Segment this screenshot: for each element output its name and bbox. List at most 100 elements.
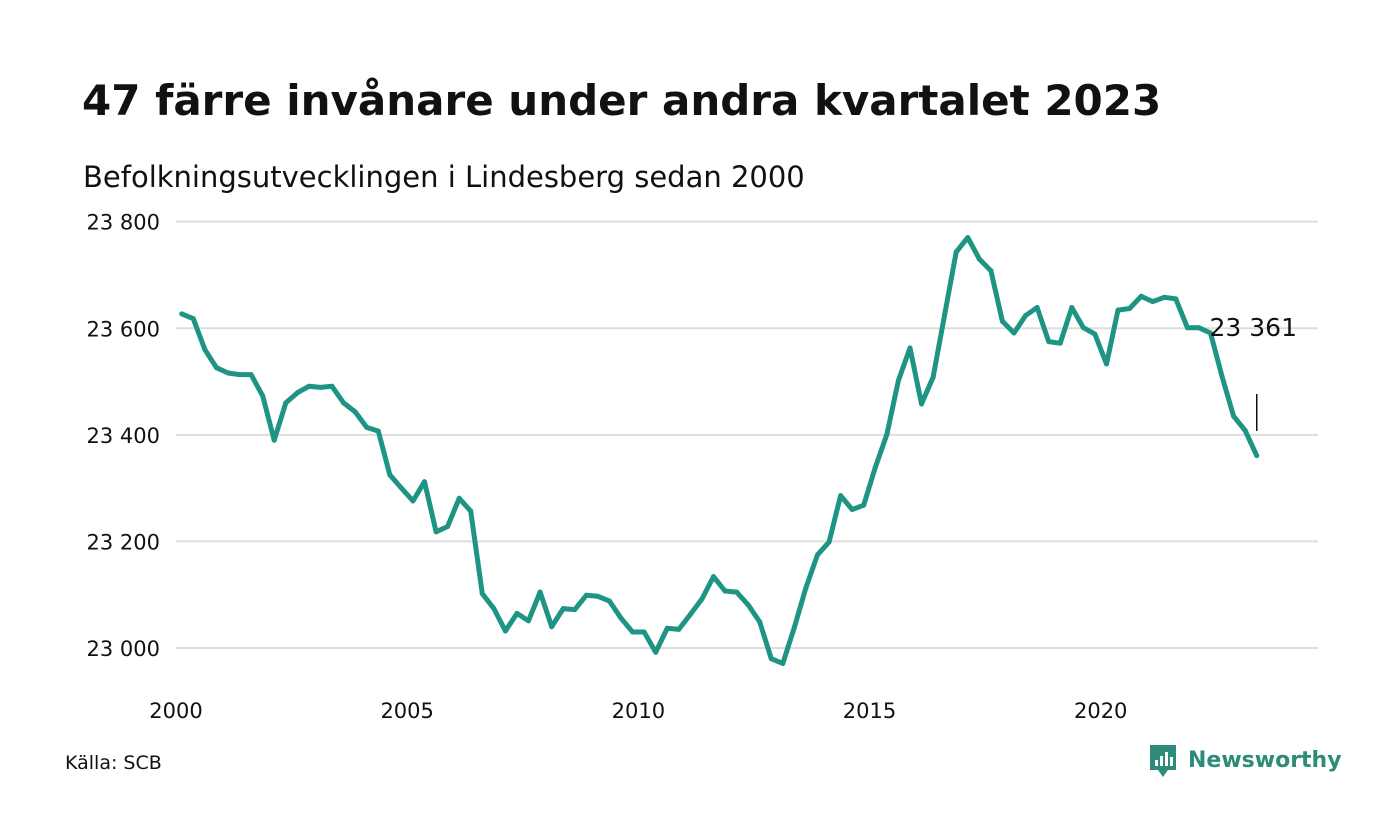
- data-point: [664, 625, 670, 631]
- data-point: [849, 506, 855, 512]
- data-point: [398, 485, 404, 491]
- x-tick-label: 2015: [843, 699, 896, 723]
- data-point: [1127, 306, 1133, 312]
- y-tick-label: 23 200: [87, 530, 160, 554]
- y-tick-label: 23 400: [87, 424, 160, 448]
- page-title: 47 färre invånare under andra kvartalet …: [82, 76, 1162, 125]
- data-point: [341, 400, 347, 406]
- data-point: [468, 508, 474, 514]
- data-point: [433, 529, 439, 535]
- data-point: [225, 370, 231, 376]
- data-point: [768, 656, 774, 662]
- data-point: [1034, 304, 1040, 310]
- data-point: [202, 347, 208, 353]
- data-point: [1196, 325, 1202, 331]
- data-point: [364, 424, 370, 430]
- data-point: [942, 311, 948, 317]
- x-tick-label: 2000: [149, 699, 202, 723]
- data-point: [780, 660, 786, 666]
- data-point: [676, 626, 682, 632]
- data-point: [410, 498, 416, 504]
- data-point: [479, 591, 485, 597]
- data-point: [722, 588, 728, 594]
- data-point: [1138, 293, 1144, 299]
- data-point: [317, 384, 323, 390]
- data-point: [1080, 325, 1086, 331]
- data-point: [1011, 330, 1017, 336]
- brand-name: Newsworthy: [1188, 748, 1342, 773]
- data-point: [1219, 374, 1225, 380]
- data-point: [919, 401, 925, 407]
- data-point: [1150, 299, 1156, 305]
- brand[interactable]: Newsworthy: [1148, 741, 1342, 781]
- data-point: [537, 589, 543, 595]
- data-point: [422, 479, 428, 485]
- data-point: [179, 311, 185, 317]
- data-point: [953, 249, 959, 255]
- y-tick-label: 23 000: [87, 637, 160, 661]
- data-point: [1231, 413, 1237, 419]
- data-point: [1184, 325, 1190, 331]
- series-layer: [179, 235, 1260, 666]
- x-tick-label: 2005: [380, 699, 433, 723]
- data-point: [560, 606, 566, 612]
- data-point: [271, 437, 277, 443]
- data-point: [826, 539, 832, 545]
- data-point: [641, 629, 647, 635]
- data-point: [757, 619, 763, 625]
- data-point: [734, 589, 740, 595]
- newsworthy-logo-icon: [1150, 745, 1176, 777]
- x-axis-tick-labels: 2000 2005 2010 2015 2020: [149, 699, 1127, 723]
- data-point: [653, 649, 659, 655]
- data-point: [375, 428, 381, 434]
- data-point: [803, 585, 809, 591]
- data-point: [606, 598, 612, 604]
- data-point: [1254, 453, 1260, 459]
- data-point: [815, 552, 821, 558]
- chart-subtitle: Befolkningsutvecklingen i Lindesberg sed…: [83, 160, 805, 194]
- data-point: [861, 502, 867, 508]
- data-point: [526, 618, 532, 624]
- data-point: [1103, 361, 1109, 367]
- data-point: [907, 345, 913, 351]
- data-point: [1092, 331, 1098, 337]
- y-tick-label: 23 600: [87, 317, 160, 341]
- data-point: [248, 372, 254, 378]
- gridlines: [176, 220, 1318, 650]
- source-label: Källa: SCB: [65, 752, 162, 774]
- data-point: [618, 615, 624, 621]
- data-point: [1046, 339, 1052, 345]
- data-point: [283, 400, 289, 406]
- data-point: [999, 318, 1005, 324]
- data-point: [387, 472, 393, 478]
- data-point: [1057, 340, 1063, 346]
- data-point: [872, 464, 878, 470]
- data-point: [456, 495, 462, 501]
- data-point: [514, 610, 520, 616]
- data-point: [491, 606, 497, 612]
- data-point: [930, 374, 936, 380]
- data-point: [1242, 428, 1248, 434]
- data-point: [687, 611, 693, 617]
- data-point: [595, 593, 601, 599]
- data-point: [791, 624, 797, 630]
- data-point: [1161, 294, 1167, 300]
- data-point: [1069, 304, 1075, 310]
- data-point: [988, 268, 994, 274]
- series-line: [179, 235, 1260, 666]
- data-point: [630, 629, 636, 635]
- annotation-layer: 23 361: [1210, 313, 1297, 431]
- data-point: [710, 574, 716, 580]
- data-point: [352, 409, 358, 415]
- data-point: [306, 383, 312, 389]
- data-point: [1208, 330, 1214, 336]
- data-point: [1115, 307, 1121, 313]
- data-point: [583, 592, 589, 598]
- data-point: [237, 372, 243, 378]
- data-point: [745, 602, 751, 608]
- data-point: [190, 316, 196, 322]
- y-axis-tick-labels: 23 000 23 200 23 400 23 600 23 800: [87, 211, 160, 661]
- data-point: [965, 235, 971, 241]
- end-value-label: 23 361: [1210, 313, 1297, 342]
